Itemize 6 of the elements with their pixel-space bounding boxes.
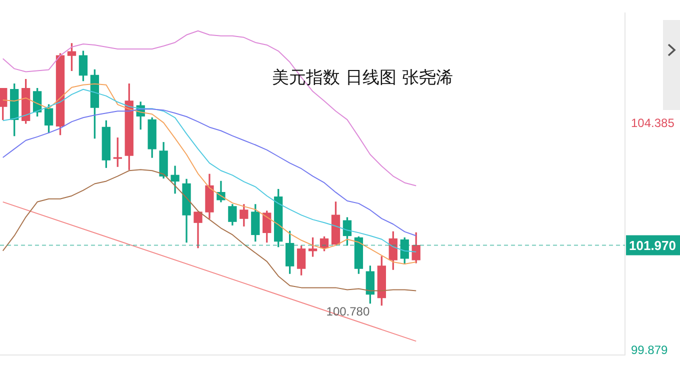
y-tick-label: 99.879: [631, 343, 668, 358]
candlestick: [113, 138, 122, 167]
ref-line-label: 101.970: [629, 238, 676, 253]
annotation: 100.780: [326, 304, 370, 319]
y-tick-label: 104.385: [631, 116, 675, 130]
text: 美元指数 日线图 张尧浠: [272, 67, 453, 89]
